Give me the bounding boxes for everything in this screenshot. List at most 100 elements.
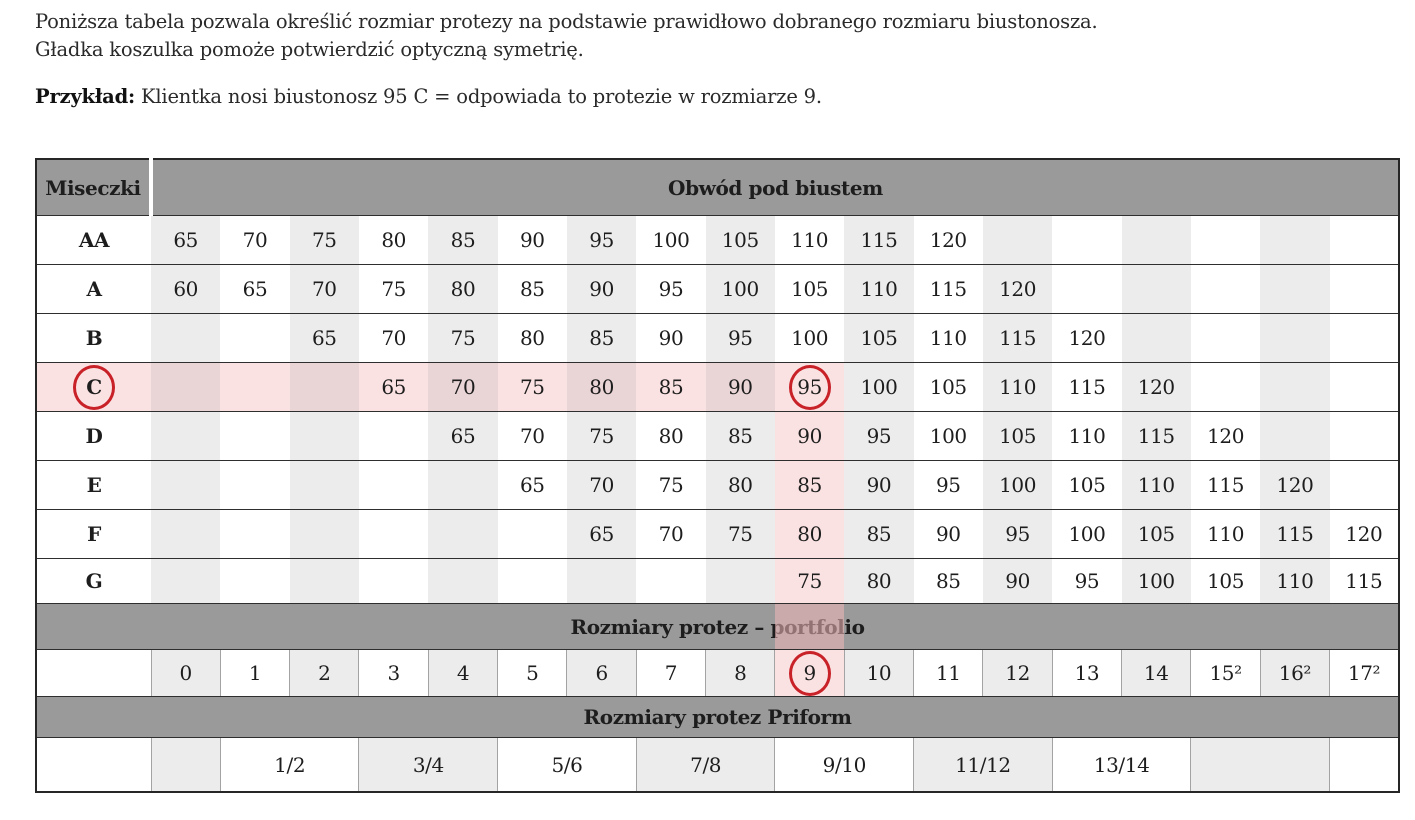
size-cell: 3 bbox=[358, 649, 429, 697]
cup-cell bbox=[1329, 460, 1399, 510]
cup-cell bbox=[428, 509, 498, 559]
size-cell: 10 bbox=[843, 649, 915, 697]
cup-cell: 90 bbox=[636, 313, 706, 363]
cup-cell: 70 bbox=[497, 411, 567, 461]
cup-cell: 95 bbox=[1052, 558, 1122, 604]
cup-cell: 90 bbox=[774, 411, 845, 461]
cup-cell: 115 bbox=[1260, 509, 1330, 559]
cup-cell bbox=[358, 411, 429, 461]
priform-cell: 5/6 bbox=[497, 737, 637, 793]
cup-cell: 90 bbox=[705, 362, 775, 412]
cup-cell bbox=[982, 215, 1053, 265]
priform-row-label-cell bbox=[36, 737, 151, 793]
table-row: 0 1 2 3 4 5 6 7 8 9 10 11 12 13 14 15² 16² 17² bbox=[36, 649, 1400, 697]
cup-cell: 100 bbox=[844, 362, 914, 412]
cup-cell bbox=[358, 460, 429, 510]
cup-cell bbox=[1190, 313, 1261, 363]
cup-cell: 115 bbox=[1329, 558, 1399, 604]
cup-cell: 65 bbox=[566, 509, 637, 559]
cup-cell: 75 bbox=[566, 411, 637, 461]
cup-cell: 90 bbox=[497, 215, 567, 265]
portfolio-band-cell: Rozmiary protez – portfolio bbox=[36, 603, 1399, 650]
example-text: Klientka nosi biustonosz 95 C = odpowiad… bbox=[135, 85, 822, 108]
cup-cell: 110 bbox=[1260, 558, 1330, 604]
cup-cell bbox=[705, 558, 775, 604]
cup-cell: 120 bbox=[1121, 362, 1191, 412]
red-circle-annotation: 95 bbox=[788, 364, 831, 410]
cup-cell bbox=[1190, 215, 1261, 265]
cup-cell: 115 bbox=[844, 215, 914, 265]
cup-cell: 110 bbox=[844, 264, 914, 314]
table-row: D 65 70 75 80 85 90 95 100 105 110 115 120 bbox=[36, 411, 1399, 461]
cup-cell bbox=[1190, 264, 1261, 314]
table-row: Miseczki Obwód pod biustem bbox=[36, 158, 1399, 216]
cup-cell: 85 bbox=[497, 264, 567, 314]
cup-cell: 65 bbox=[151, 215, 221, 265]
cup-cell: 70 bbox=[220, 215, 290, 265]
size-cell: 4 bbox=[427, 649, 499, 697]
cup-cell: 90 bbox=[566, 264, 637, 314]
cup-cell: 85 bbox=[428, 215, 498, 265]
size-cell: 9 bbox=[774, 649, 845, 697]
cup-cell bbox=[1329, 215, 1399, 265]
cup-cell: 105 bbox=[913, 362, 983, 412]
cup-cell bbox=[428, 460, 498, 510]
cup-cell: 65 bbox=[497, 460, 567, 510]
cup-cell bbox=[1121, 313, 1191, 363]
cup-cell bbox=[428, 558, 498, 604]
cup-cell: 80 bbox=[705, 460, 775, 510]
cup-cell: 70 bbox=[566, 460, 637, 510]
intro-paragraph: Poniższa tabela pozwala określić rozmiar… bbox=[35, 8, 1415, 64]
size-cell: 13 bbox=[1051, 649, 1123, 697]
cup-row-label: C bbox=[36, 362, 151, 412]
cup-cell: 115 bbox=[982, 313, 1053, 363]
cup-cell: 90 bbox=[844, 460, 914, 510]
cup-row-label: D bbox=[36, 411, 151, 461]
cup-cell: 65 bbox=[289, 313, 359, 363]
size-cell: 12 bbox=[982, 649, 1053, 697]
size-cell: 8 bbox=[705, 649, 776, 697]
cup-cell bbox=[289, 460, 359, 510]
cup-row-label: A bbox=[36, 264, 151, 314]
size-cell: 16² bbox=[1259, 649, 1331, 697]
cup-cell: 95 bbox=[844, 411, 914, 461]
cup-cell: 115 bbox=[1121, 411, 1191, 461]
cup-cell: 75 bbox=[289, 215, 359, 265]
cup-cell: 110 bbox=[774, 215, 845, 265]
cup-cell: 75 bbox=[428, 313, 498, 363]
cup-cell: 95 bbox=[774, 362, 845, 412]
cup-cell bbox=[497, 558, 567, 604]
cup-cell: 85 bbox=[844, 509, 914, 559]
cup-row-label: E bbox=[36, 460, 151, 510]
cup-cell: 100 bbox=[636, 215, 706, 265]
cup-cell bbox=[358, 509, 429, 559]
size-cell: 5 bbox=[497, 649, 568, 697]
cups-header-cell: Miseczki bbox=[36, 158, 153, 216]
cup-cell: 90 bbox=[913, 509, 983, 559]
cup-cell bbox=[289, 558, 359, 604]
cup-cell bbox=[1121, 264, 1191, 314]
cup-cell: 120 bbox=[1190, 411, 1261, 461]
cup-cell: 100 bbox=[982, 460, 1053, 510]
cup-cell bbox=[1329, 264, 1399, 314]
cup-cell bbox=[151, 558, 221, 604]
cup-cell bbox=[1329, 313, 1399, 363]
cup-cell bbox=[636, 558, 706, 604]
cup-cell: 60 bbox=[151, 264, 221, 314]
cup-cell: 85 bbox=[774, 460, 845, 510]
cup-cell: 80 bbox=[566, 362, 637, 412]
cup-row-label: AA bbox=[36, 215, 151, 265]
cup-cell: 95 bbox=[566, 215, 637, 265]
cup-cell bbox=[220, 313, 290, 363]
size-cell: 15² bbox=[1190, 649, 1261, 697]
cup-cell: 80 bbox=[844, 558, 914, 604]
table-row: G 75 80 85 90 95 100 105 110 115 bbox=[36, 558, 1399, 604]
highlight-column-overlay bbox=[775, 604, 844, 649]
priform-cell: 1/2 bbox=[219, 737, 360, 793]
cup-row-label: F bbox=[36, 509, 151, 559]
cup-cell: 100 bbox=[913, 411, 983, 461]
cup-cell: 105 bbox=[1052, 460, 1122, 510]
cup-cell: 100 bbox=[705, 264, 775, 314]
table-row: E 65 70 75 80 85 90 95 100 105 110 115 120 bbox=[36, 460, 1399, 510]
